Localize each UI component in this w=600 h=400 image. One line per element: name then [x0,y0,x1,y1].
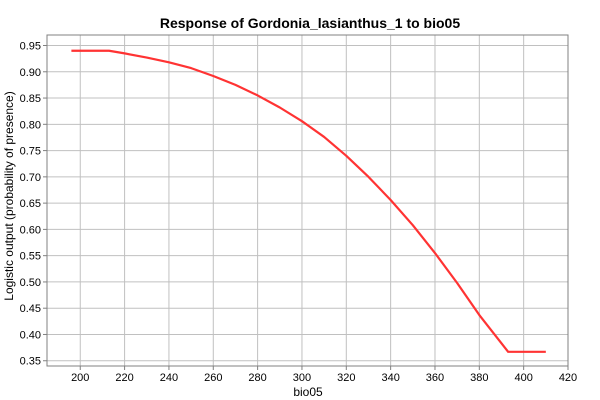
y-tick-label: 0.75 [20,146,41,158]
x-axis-label: bio05 [293,385,323,399]
y-tick-label: 0.80 [20,119,41,131]
y-tick-label: 0.55 [20,251,41,263]
y-tick-label: 0.60 [20,224,41,236]
grid [46,34,569,367]
x-tick-label: 400 [514,372,532,384]
y-axis-label: Logistic output (probability of presence… [2,91,16,300]
y-tick-label: 0.40 [20,329,41,341]
y-axis: 0.35 0.40 0.45 0.50 0.55 0.60 0.65 0.70 0.75 0.80… [20,41,47,368]
y-tick-label: 0.95 [20,41,41,53]
y-tick-label: 0.70 [20,172,41,184]
chart-title: Response of Gordonia_lasianthus_1 to bio… [160,15,460,31]
y-tick-label: 0.35 [20,356,41,368]
plot-area [46,34,569,367]
x-tick-label: 420 [559,372,577,384]
x-tick-label: 220 [115,372,133,384]
x-tick-label: 300 [293,372,311,384]
plot-border [46,34,569,367]
y-tick-label: 0.90 [20,67,41,79]
x-tick-label: 200 [71,372,89,384]
response-curve-line [71,49,546,353]
y-tick-label: 0.65 [20,198,41,210]
x-tick-label: 380 [470,372,488,384]
x-tick-label: 260 [204,372,222,384]
y-tick-label: 0.45 [20,303,41,315]
x-tick-label: 240 [160,372,178,384]
x-tick-label: 280 [248,372,266,384]
y-tick-label: 0.50 [20,277,41,289]
x-tick-label: 360 [426,372,444,384]
x-tick-label: 340 [381,372,399,384]
x-tick-label: 320 [337,372,355,384]
series-layer [71,49,546,353]
y-tick-label: 0.85 [20,93,41,105]
x-axis: 200 220 240 260 280 300 320 340 360 380 400 420 [71,366,577,384]
